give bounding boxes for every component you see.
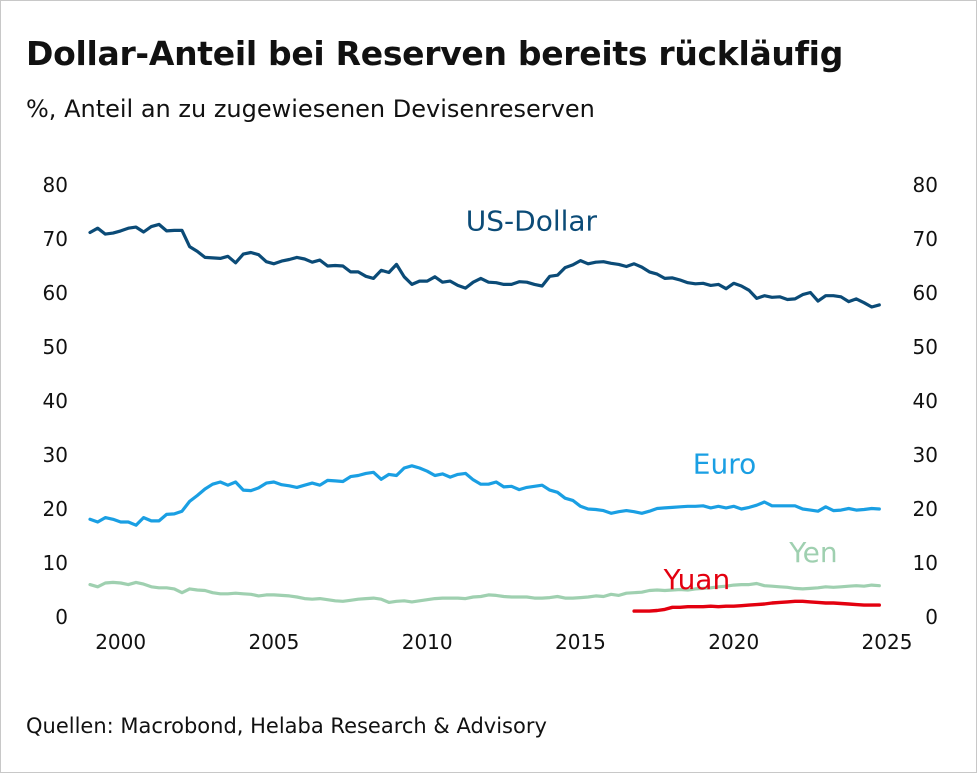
- y-tick-right: 60: [913, 281, 938, 305]
- series-line-us-dollar: [88, 222, 881, 309]
- y-tick-left: 40: [43, 389, 68, 413]
- series-labels: US-Dollar Euro Yen Yuan: [466, 204, 838, 596]
- y-tick-left: 10: [43, 551, 68, 575]
- x-axis: 2000 2005 2010 2015 2020 2025: [95, 630, 912, 654]
- y-tick-right: 50: [913, 335, 938, 359]
- chart-subtitle: %, Anteil an zu zugewiesenen Devisenrese…: [26, 95, 595, 123]
- y-tick-left: 70: [43, 227, 68, 251]
- series-line-yen: [88, 580, 881, 604]
- x-tick: 2000: [95, 630, 146, 654]
- y-tick-right: 10: [913, 551, 938, 575]
- x-tick: 2025: [862, 630, 913, 654]
- x-tick: 2010: [402, 630, 453, 654]
- series-line-euro: [88, 464, 881, 527]
- y-tick-right: 40: [913, 389, 938, 413]
- series-line-yuan: [632, 599, 881, 613]
- x-tick: 2020: [708, 630, 759, 654]
- y-tick-right: 0: [925, 605, 938, 629]
- x-tick: 2015: [555, 630, 606, 654]
- series-layer: [88, 222, 881, 613]
- y-tick-left: 20: [43, 497, 68, 521]
- y-axis-left: 0 10 20 30 40 50 60 70 80: [43, 173, 68, 629]
- y-tick-left: 60: [43, 281, 68, 305]
- y-tick-left: 80: [43, 173, 68, 197]
- source-note: Quellen: Macrobond, Helaba Research & Ad…: [26, 714, 547, 738]
- series-label-us-dollar: US-Dollar: [466, 204, 598, 237]
- y-axis-right: 0 10 20 30 40 50 60 70 80: [913, 173, 938, 629]
- series-label-yuan: Yuan: [663, 563, 731, 596]
- y-tick-left: 0: [55, 605, 68, 629]
- y-tick-right: 70: [913, 227, 938, 251]
- series-label-yen: Yen: [788, 536, 837, 569]
- y-tick-right: 20: [913, 497, 938, 521]
- y-tick-left: 30: [43, 443, 68, 467]
- y-tick-right: 80: [913, 173, 938, 197]
- y-tick-left: 50: [43, 335, 68, 359]
- x-tick: 2005: [248, 630, 299, 654]
- y-tick-right: 30: [913, 443, 938, 467]
- chart-title: Dollar-Anteil bei Reserven bereits rückl…: [26, 34, 844, 73]
- series-label-euro: Euro: [693, 447, 756, 480]
